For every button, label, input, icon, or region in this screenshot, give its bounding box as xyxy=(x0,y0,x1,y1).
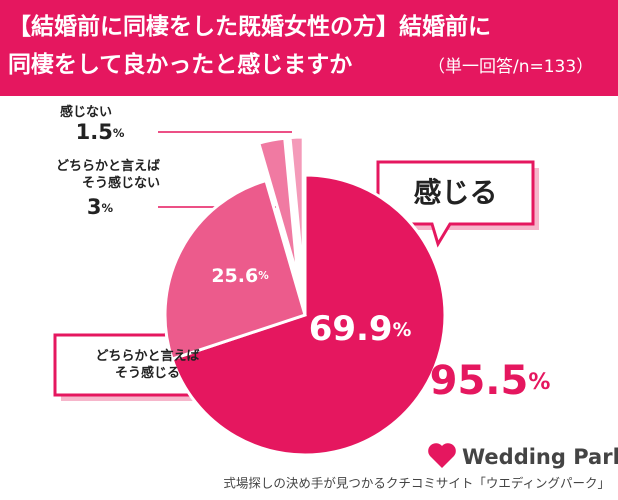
combined-unit: % xyxy=(528,370,550,395)
category-label: どちらかと言えば そう感じない xyxy=(55,159,160,191)
value-label: 69.9% xyxy=(309,309,412,349)
footer: 式場探しの決め手が見つかるクチコミサイト「ウエディングパーク」 xyxy=(223,476,610,491)
callout-main xyxy=(376,160,539,248)
combined-number: 95.5 xyxy=(430,358,529,404)
combined-total: 95.5% xyxy=(430,358,551,404)
value-unit: % xyxy=(258,270,269,282)
value-number: 1.5 xyxy=(76,120,113,144)
value-number: 3 xyxy=(87,195,102,219)
chart-subtitle: （単一回答/n=133） xyxy=(428,57,594,77)
pie-slice xyxy=(163,178,307,361)
pie-slice xyxy=(170,173,447,457)
pie-slice xyxy=(256,136,300,279)
category-label: どちらかと言えば そう感じる xyxy=(95,349,200,381)
brand-logo xyxy=(428,443,456,468)
chart-title: 【結婚前に同棲をした既婚女性の方】結婚前に 同棲をして良かったと感じますか xyxy=(8,14,491,78)
brand: Wedding Park xyxy=(462,445,618,469)
value-number: 69.9 xyxy=(309,309,393,349)
value-unit: % xyxy=(102,201,114,215)
value-unit: % xyxy=(393,320,412,341)
value-label: 3% xyxy=(87,195,114,219)
value-unit: % xyxy=(113,126,125,140)
category-label: 感じる xyxy=(413,176,498,209)
value-label: 25.6% xyxy=(211,265,269,287)
header-band: 【結婚前に同棲をした既婚女性の方】結婚前に 同棲をして良かったと感じますか （単… xyxy=(0,0,618,96)
value-label: 1.5% xyxy=(76,120,125,144)
category-label: 感じない xyxy=(60,105,113,120)
value-number: 25.6 xyxy=(211,265,258,287)
pie-slice xyxy=(288,135,305,278)
